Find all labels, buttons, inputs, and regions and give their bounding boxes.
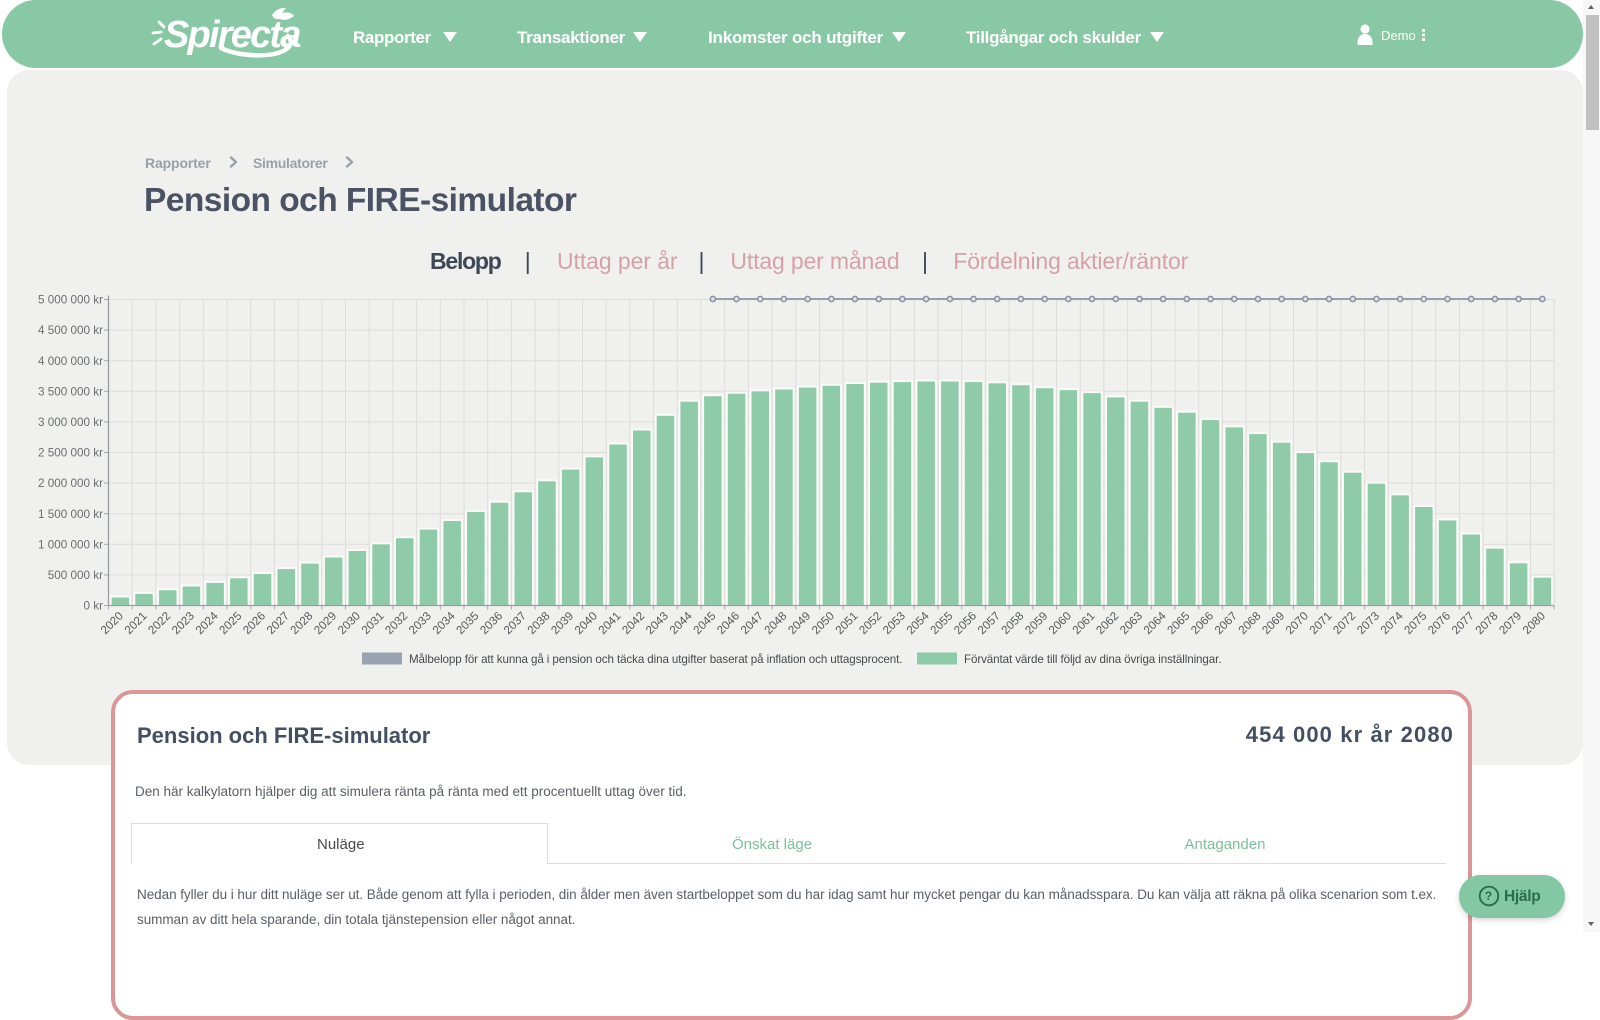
svg-text:2059: 2059 xyxy=(1023,609,1051,637)
svg-text:2078: 2078 xyxy=(1473,609,1501,637)
svg-text:5 000 000 kr: 5 000 000 kr xyxy=(38,294,103,307)
svg-text:2041: 2041 xyxy=(596,609,624,637)
svg-text:2049: 2049 xyxy=(786,609,814,637)
svg-text:2079: 2079 xyxy=(1497,609,1525,637)
svg-text:2072: 2072 xyxy=(1331,609,1359,637)
svg-text:1 000 000 kr: 1 000 000 kr xyxy=(38,538,103,551)
svg-text:2061: 2061 xyxy=(1070,609,1098,637)
svg-text:2040: 2040 xyxy=(572,609,600,637)
svg-text:Målbelopp för att kunna gå i p: Målbelopp för att kunna gå i pension och… xyxy=(409,653,902,666)
svg-text:2073: 2073 xyxy=(1355,609,1383,637)
svg-text:2 500 000 kr: 2 500 000 kr xyxy=(38,447,103,460)
svg-text:2058: 2058 xyxy=(999,609,1027,637)
svg-text:Spirecta: Spirecta xyxy=(164,14,301,56)
svg-text:2074: 2074 xyxy=(1378,609,1406,637)
svg-text:2063: 2063 xyxy=(1118,609,1146,637)
svg-text:4 000 000 kr: 4 000 000 kr xyxy=(38,355,103,368)
svg-text:2056: 2056 xyxy=(952,609,980,637)
svg-text:2026: 2026 xyxy=(241,609,269,637)
svg-text:2023: 2023 xyxy=(169,609,197,637)
svg-text:3 500 000 kr: 3 500 000 kr xyxy=(38,385,103,398)
svg-text:2075: 2075 xyxy=(1402,609,1430,637)
svg-text:2020: 2020 xyxy=(98,609,126,637)
svg-text:2048: 2048 xyxy=(762,609,790,637)
svg-text:2042: 2042 xyxy=(620,609,648,637)
svg-text:2050: 2050 xyxy=(809,609,837,637)
svg-text:2076: 2076 xyxy=(1426,609,1454,637)
svg-text:2065: 2065 xyxy=(1165,609,1193,637)
svg-text:2021: 2021 xyxy=(122,609,150,637)
svg-text:2051: 2051 xyxy=(833,609,861,637)
svg-text:2024: 2024 xyxy=(193,609,221,637)
svg-text:2029: 2029 xyxy=(312,609,340,637)
svg-text:2 000 000 kr: 2 000 000 kr xyxy=(38,477,103,490)
svg-text:2027: 2027 xyxy=(264,609,292,637)
svg-text:2077: 2077 xyxy=(1449,609,1477,637)
svg-text:2070: 2070 xyxy=(1283,609,1311,637)
svg-text:2031: 2031 xyxy=(359,609,387,637)
svg-text:1 500 000 kr: 1 500 000 kr xyxy=(38,508,103,521)
svg-text:2034: 2034 xyxy=(430,609,458,637)
svg-text:4 500 000 kr: 4 500 000 kr xyxy=(38,324,103,337)
svg-text:2067: 2067 xyxy=(1212,609,1240,637)
svg-text:2038: 2038 xyxy=(525,609,553,637)
svg-text:3 000 000 kr: 3 000 000 kr xyxy=(38,416,103,429)
svg-text:2053: 2053 xyxy=(880,609,908,637)
svg-text:?: ? xyxy=(1485,889,1492,903)
svg-text:2064: 2064 xyxy=(1141,609,1169,637)
svg-text:2047: 2047 xyxy=(738,609,766,637)
svg-text:2080: 2080 xyxy=(1520,609,1548,637)
svg-text:2044: 2044 xyxy=(667,609,695,637)
svg-text:2069: 2069 xyxy=(1260,609,1288,637)
svg-text:2062: 2062 xyxy=(1094,609,1122,637)
svg-text:2035: 2035 xyxy=(454,609,482,637)
svg-text:2046: 2046 xyxy=(715,609,743,637)
svg-text:2066: 2066 xyxy=(1189,609,1217,637)
svg-text:2032: 2032 xyxy=(383,609,411,637)
svg-text:2039: 2039 xyxy=(549,609,577,637)
svg-text:2054: 2054 xyxy=(904,609,932,637)
svg-text:2033: 2033 xyxy=(406,609,434,637)
svg-text:0 kr: 0 kr xyxy=(84,600,104,613)
svg-text:2071: 2071 xyxy=(1307,609,1335,637)
svg-text:2025: 2025 xyxy=(217,609,245,637)
svg-text:2030: 2030 xyxy=(335,609,363,637)
svg-text:2055: 2055 xyxy=(928,609,956,637)
svg-text:500 000 kr: 500 000 kr xyxy=(48,569,103,582)
svg-text:2068: 2068 xyxy=(1236,609,1264,637)
svg-text:2052: 2052 xyxy=(857,609,885,637)
svg-text:2060: 2060 xyxy=(1046,609,1074,637)
svg-text:2037: 2037 xyxy=(501,609,529,637)
svg-text:2043: 2043 xyxy=(643,609,671,637)
svg-text:2036: 2036 xyxy=(478,609,506,637)
svg-text:2045: 2045 xyxy=(691,609,719,637)
svg-text:2057: 2057 xyxy=(975,609,1003,637)
svg-text:2028: 2028 xyxy=(288,609,316,637)
svg-text:2022: 2022 xyxy=(146,609,174,637)
svg-text:Förväntat värde till följd av: Förväntat värde till följd av dina övrig… xyxy=(964,653,1221,666)
